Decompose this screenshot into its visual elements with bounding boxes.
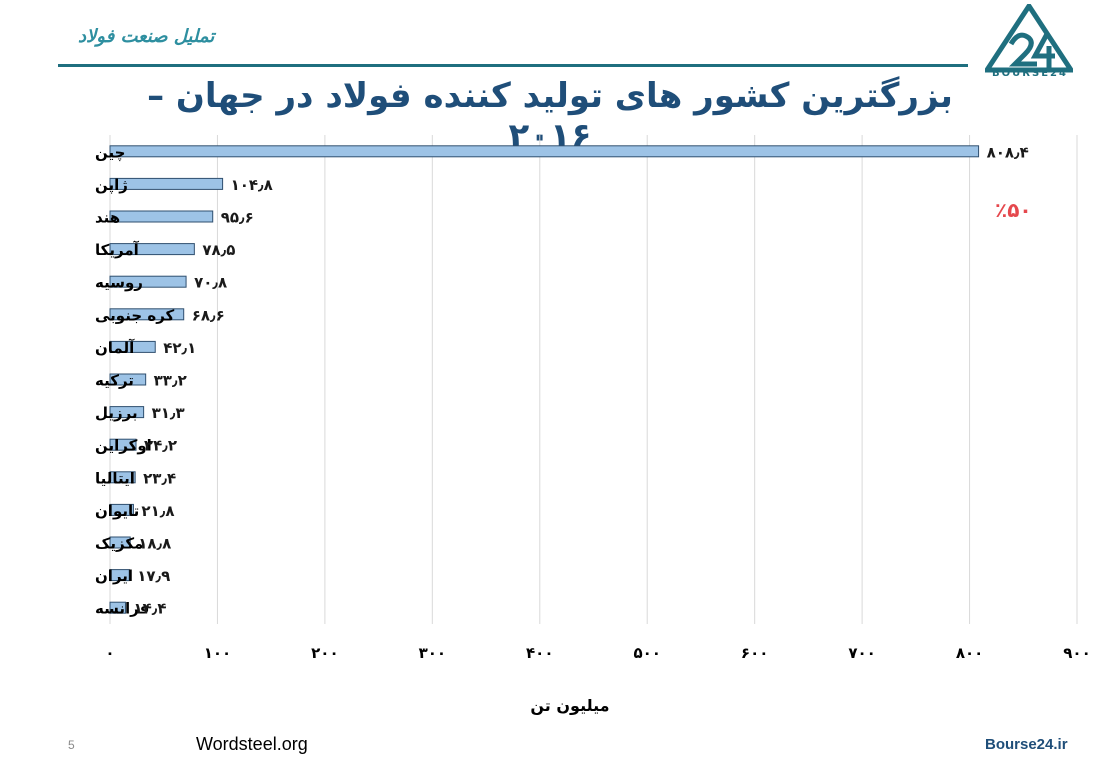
data-label: ۹۵٫۶ — [221, 209, 254, 227]
category-label: ترکیه — [95, 372, 134, 390]
x-tick-label: ۴۰۰ — [526, 644, 553, 662]
bar — [109, 438, 137, 451]
data-label: ۶۸٫۶ — [192, 306, 225, 324]
bar — [109, 177, 224, 190]
bourse24-logo — [985, 4, 1073, 73]
category-label: فرانسه — [95, 600, 149, 618]
source-credit: Wordsteel.org — [196, 734, 308, 754]
category-label: روسیه — [95, 274, 143, 292]
bar — [109, 340, 156, 353]
category-label: مکزیک — [95, 535, 143, 553]
bar — [109, 569, 130, 582]
site-credit: Bourse24.ir — [985, 736, 1068, 753]
bar — [109, 275, 187, 288]
category-label: آمریکا — [95, 241, 140, 259]
share-note: ٪۵۰ — [995, 198, 1032, 222]
data-label: ۱۴٫۴ — [133, 600, 166, 618]
category-label: آلمان — [95, 339, 135, 357]
x-tick-label: ۰ — [105, 644, 114, 662]
bar — [109, 210, 214, 223]
data-label: ۲۱٫۸ — [141, 502, 174, 520]
data-label: ۲۴٫۲ — [144, 437, 177, 455]
data-label: ۷۰٫۸ — [194, 274, 227, 292]
x-tick-label: ۵۰۰ — [633, 644, 660, 662]
x-tick-label: ۷۰۰ — [848, 644, 875, 662]
x-tick-label: ۸۰۰ — [956, 644, 983, 662]
data-label: ۷۸٫۵ — [202, 241, 235, 259]
x-tick-label: ۹۰۰ — [1063, 644, 1090, 662]
x-axis-title: میلیون تن — [530, 696, 610, 715]
logo-wordmark: BOURSE24 — [992, 68, 1068, 79]
category-label: هند — [95, 209, 120, 227]
category-label: اوکراین — [95, 437, 152, 455]
x-tick-label: ۶۰۰ — [741, 644, 768, 662]
data-label: ۱۸٫۸ — [138, 535, 171, 553]
category-label: چین — [95, 143, 125, 162]
data-label: ۲۳٫۴ — [143, 469, 176, 487]
data-label: ۱۰۴٫۸ — [231, 176, 273, 194]
data-label: ۳۳٫۲ — [154, 372, 187, 390]
category-label: ایتالیا — [95, 469, 135, 487]
category-label: تایوان — [95, 502, 139, 520]
bar — [109, 308, 185, 321]
bar — [109, 503, 134, 516]
header-divider — [58, 64, 968, 67]
bar — [109, 373, 147, 386]
category-label: ژاپن — [95, 176, 128, 195]
bar — [109, 536, 131, 549]
data-label: ۴۲٫۱ — [163, 339, 196, 357]
brand-title: تملیل صنعت فولاد — [78, 26, 215, 47]
x-tick-label: ۲۰۰ — [311, 644, 338, 662]
page-number: 5 — [68, 738, 75, 752]
bar — [109, 243, 195, 256]
data-label: ۱۷٫۹ — [137, 567, 170, 585]
category-label: ایران — [95, 567, 133, 585]
bar — [109, 471, 136, 484]
category-label: برزیل — [95, 404, 138, 422]
x-tick-label: ۱۰۰ — [204, 644, 231, 662]
bar — [109, 145, 980, 158]
category-label: کره جنوبی — [95, 306, 175, 324]
bar — [109, 406, 145, 419]
data-label: ۸۰۸٫۴ — [987, 143, 1029, 161]
data-label: ۳۱٫۳ — [152, 404, 185, 422]
bar — [109, 601, 126, 614]
x-tick-label: ۳۰۰ — [419, 644, 446, 662]
